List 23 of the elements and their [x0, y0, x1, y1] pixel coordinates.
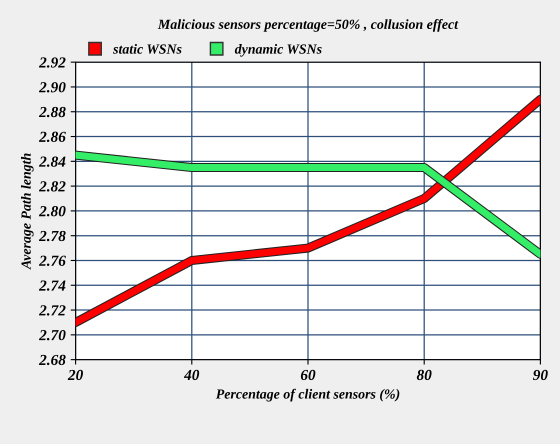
x-tick-label: 90: [532, 370, 548, 380]
legend-label: static WSNs: [113, 44, 182, 54]
y-tick-label: 2.88: [38, 106, 66, 118]
x-tick-label: 80: [416, 370, 432, 380]
y-tick-label: 2.72: [38, 305, 66, 316]
x-tick-label: 20: [68, 370, 83, 380]
y-tick-label: 2.86: [38, 132, 66, 142]
y-axis-title: Average Path length: [20, 153, 34, 270]
x-axis-title: Percentage of client sensors (%): [216, 388, 400, 402]
y-tick-label: 2.82: [38, 181, 66, 192]
y-tick-label: 2.76: [38, 256, 66, 266]
y-tick-label: 2.90: [38, 82, 66, 92]
legend-label: dynamic WSNs: [234, 44, 322, 57]
y-tick-label: 2.80: [38, 206, 66, 216]
chart-title: Malicious sensors percentage=50% , collusion effect: [158, 19, 458, 32]
y-tick-label: 2.74: [38, 280, 66, 291]
y-tick-label: 2.84: [38, 156, 66, 167]
y-tick-label: 2.70: [38, 330, 66, 340]
y-tick-label: 2.68: [38, 354, 66, 366]
y-tick-label: 2.92: [38, 57, 66, 68]
x-tick-label: 60: [300, 370, 316, 380]
y-tick-label: 2.78: [38, 230, 66, 242]
x-tick-label: 40: [184, 370, 200, 380]
